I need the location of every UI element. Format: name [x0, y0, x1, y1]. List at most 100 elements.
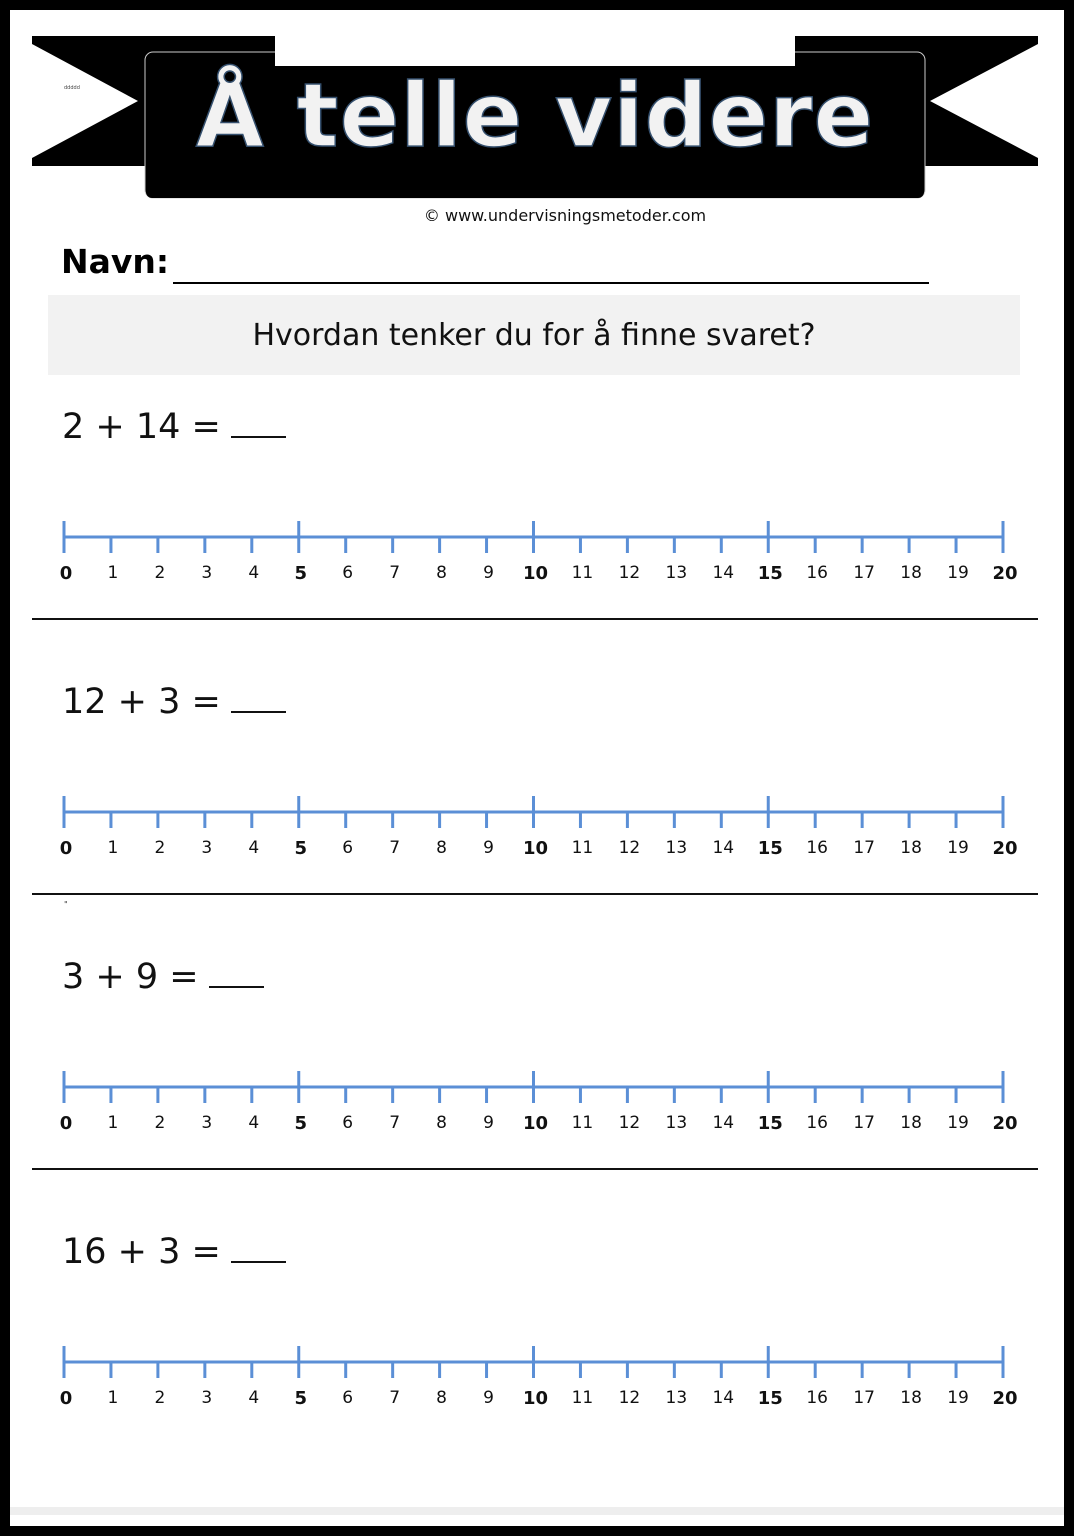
tick-label: 5: [294, 838, 308, 859]
tick-label: 10: [522, 563, 549, 584]
page-bottom-edge: [10, 1507, 1064, 1515]
tick-label: 4: [248, 1388, 260, 1408]
tick-label: 12: [618, 1388, 641, 1408]
tick-label: 3: [201, 1113, 213, 1133]
name-input-line[interactable]: [173, 282, 929, 284]
tick-label: 20: [992, 838, 1018, 859]
tick-label: 15: [757, 563, 783, 584]
number-line: [62, 1071, 1005, 1103]
answer-blank[interactable]: [230, 406, 286, 438]
tick-label: 13: [665, 1113, 688, 1133]
tick-label: 19: [947, 838, 969, 858]
page-title: Å telle videre: [195, 64, 875, 167]
tick-label: 7: [389, 1388, 401, 1408]
tick-label: 5: [294, 1113, 308, 1134]
tick-label: 18: [900, 1113, 922, 1133]
tick-label: 3: [201, 563, 213, 583]
tick-label: 8: [436, 1388, 448, 1408]
tick-label: 7: [389, 563, 401, 583]
tick-label: 17: [853, 838, 875, 858]
tick-label: 18: [900, 838, 922, 858]
tick-label: 16: [806, 838, 829, 858]
tick-label: 15: [757, 838, 783, 859]
tick-label: 11: [571, 1388, 594, 1408]
tick-label: 11: [571, 563, 594, 583]
equation-text: 3 + 9 =: [62, 957, 199, 997]
tick-label: 11: [571, 838, 594, 858]
tick-label: 13: [665, 1388, 688, 1408]
tick-label: 1: [107, 1113, 119, 1133]
equation-text: 16 + 3 =: [62, 1232, 221, 1272]
name-label: Navn:: [61, 242, 170, 281]
tick-label: 14: [712, 1388, 735, 1408]
answer-blank[interactable]: [208, 956, 264, 988]
tick-label: 20: [992, 1388, 1018, 1409]
answer-blank[interactable]: [230, 681, 286, 713]
tick-label: 6: [342, 1113, 354, 1133]
equation-text: 12 + 3 =: [62, 682, 221, 722]
number-line: [62, 521, 1005, 553]
tick-label: 12: [618, 1113, 641, 1133]
tick-label: 17: [853, 1388, 875, 1408]
tick-label: 19: [947, 1113, 969, 1133]
problem-section: 3 + 9 = 0 1 2 3 4 5 6 7 8 9 10 11 12 13 14 15 16 17 18 19 20: [10, 956, 1064, 1231]
section-divider: [32, 618, 1038, 620]
tick-label: 19: [947, 563, 969, 583]
problem-section: 16 + 3 = 0 1 2 3 4 5 6 7 8 9 10 11 12 13 14 15 16 17 18 19 20: [10, 1231, 1064, 1506]
tick-label: 0: [59, 1388, 73, 1409]
title-banner: [32, 36, 1038, 199]
tick-label: 14: [712, 563, 735, 583]
number-line: [62, 796, 1005, 828]
tick-label: 8: [436, 563, 448, 583]
tick-label: 20: [992, 1113, 1018, 1134]
tick-label: 17: [853, 563, 875, 583]
tick-label: 9: [483, 563, 494, 583]
tick-label: 14: [712, 838, 735, 858]
tick-label: 15: [757, 1113, 783, 1134]
tick-label: 4: [248, 1113, 260, 1133]
number-line: [62, 1346, 1005, 1378]
tick-label: 9: [483, 1113, 494, 1133]
question-text: Hvordan tenker du for å finne svaret?: [252, 317, 816, 353]
worksheet-page: ddddd Å telle videre © www.undervisnings…: [10, 10, 1064, 1526]
tick-label: 2: [154, 563, 166, 583]
problem-section: 2 + 14 = 0 1 2 3 4 5 6 7 8 9 10 11 12 13 14 15 16 17 18 19 20: [10, 406, 1064, 681]
tick-label: 4: [248, 838, 260, 858]
tick-label: 9: [483, 838, 494, 858]
answer-blank[interactable]: [230, 1231, 286, 1263]
equation-text: 2 + 14 =: [62, 407, 221, 447]
tick-label: 7: [389, 1113, 401, 1133]
tick-label: 2: [154, 1113, 166, 1133]
tick-label: 13: [665, 563, 688, 583]
tick-label: 16: [806, 1113, 829, 1133]
tick-label: 5: [294, 563, 308, 584]
tick-label: 14: [712, 1113, 735, 1133]
tick-label: 8: [436, 838, 448, 858]
tick-label: 5: [294, 1388, 308, 1409]
tick-label: 2: [154, 838, 166, 858]
section-divider: [32, 1168, 1038, 1170]
tick-label: 16: [806, 1388, 829, 1408]
problem-section: 12 + 3 = 0 1 2 3 4 5 6 7 8 9 10 11 12 13 14 15 16 17 18 19 20: [10, 681, 1064, 956]
stray-mark: ": [64, 900, 68, 909]
tick-label: 3: [201, 838, 213, 858]
tick-label: 10: [522, 1113, 549, 1134]
copyright-text: © www.undervisningsmetoder.com: [423, 206, 707, 225]
tick-label: 7: [389, 838, 401, 858]
tick-label: 1: [107, 1388, 119, 1408]
question-box: Hvordan tenker du for å finne svaret?: [48, 295, 1020, 375]
tick-label: 8: [436, 1113, 448, 1133]
tick-label: 6: [342, 838, 354, 858]
tick-label: 1: [107, 838, 119, 858]
tick-label: 0: [59, 1113, 73, 1134]
tick-label: 9: [483, 1388, 494, 1408]
tick-label: 17: [853, 1113, 875, 1133]
tick-label: 18: [900, 1388, 922, 1408]
tick-label: 0: [59, 838, 73, 859]
tick-label: 11: [571, 1113, 594, 1133]
tick-label: 20: [992, 563, 1018, 584]
tick-label: 15: [757, 1388, 783, 1409]
equation: 2 + 14 =: [62, 406, 286, 447]
tick-label: 6: [342, 1388, 354, 1408]
tick-label: 18: [900, 563, 922, 583]
